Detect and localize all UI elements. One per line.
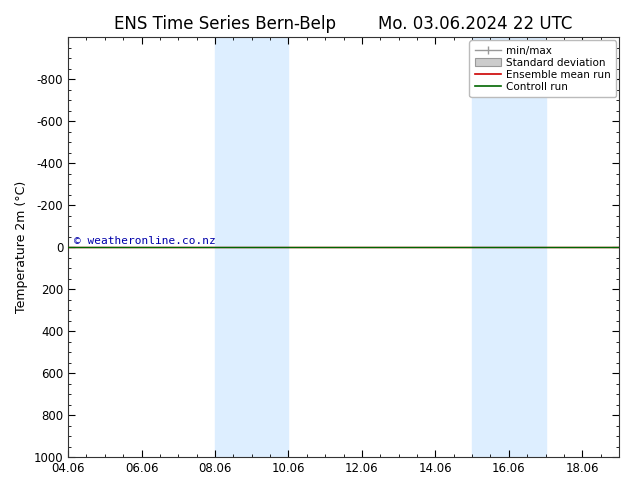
Y-axis label: Temperature 2m (°C): Temperature 2m (°C) [15,181,28,314]
Bar [215,37,252,457]
Text: © weatheronline.co.nz: © weatheronline.co.nz [74,236,216,246]
Bar [252,37,288,457]
Title: ENS Time Series Bern-Belp        Mo. 03.06.2024 22 UTC: ENS Time Series Bern-Belp Mo. 03.06.2024… [114,15,573,33]
Legend: min/max, Standard deviation, Ensemble mean run, Controll run: min/max, Standard deviation, Ensemble me… [469,41,616,97]
Bar [509,37,545,457]
Bar [472,37,509,457]
